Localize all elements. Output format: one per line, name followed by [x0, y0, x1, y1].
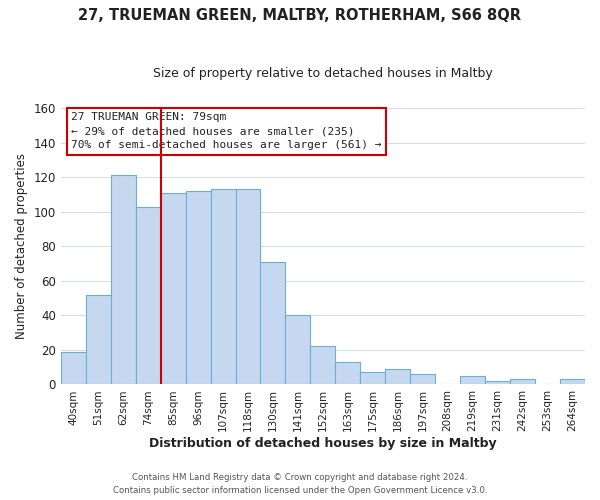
Bar [560, 380, 585, 384]
Bar [361, 372, 385, 384]
Bar [111, 176, 136, 384]
Bar [260, 262, 286, 384]
Bar [485, 381, 510, 384]
Text: Contains HM Land Registry data © Crown copyright and database right 2024.
Contai: Contains HM Land Registry data © Crown c… [113, 473, 487, 495]
Bar [460, 376, 485, 384]
Bar [211, 189, 236, 384]
Bar [161, 192, 185, 384]
Bar [61, 352, 86, 384]
Bar [86, 294, 111, 384]
Bar [510, 380, 535, 384]
X-axis label: Distribution of detached houses by size in Maltby: Distribution of detached houses by size … [149, 437, 497, 450]
Title: Size of property relative to detached houses in Maltby: Size of property relative to detached ho… [153, 68, 493, 80]
Bar [310, 346, 335, 385]
Y-axis label: Number of detached properties: Number of detached properties [15, 154, 28, 340]
Text: 27 TRUEMAN GREEN: 79sqm
← 29% of detached houses are smaller (235)
70% of semi-d: 27 TRUEMAN GREEN: 79sqm ← 29% of detache… [71, 112, 382, 150]
Bar [385, 369, 410, 384]
Bar [136, 206, 161, 384]
Bar [335, 362, 361, 384]
Bar [185, 191, 211, 384]
Bar [286, 316, 310, 384]
Bar [236, 189, 260, 384]
Bar [410, 374, 435, 384]
Text: 27, TRUEMAN GREEN, MALTBY, ROTHERHAM, S66 8QR: 27, TRUEMAN GREEN, MALTBY, ROTHERHAM, S6… [79, 8, 521, 22]
